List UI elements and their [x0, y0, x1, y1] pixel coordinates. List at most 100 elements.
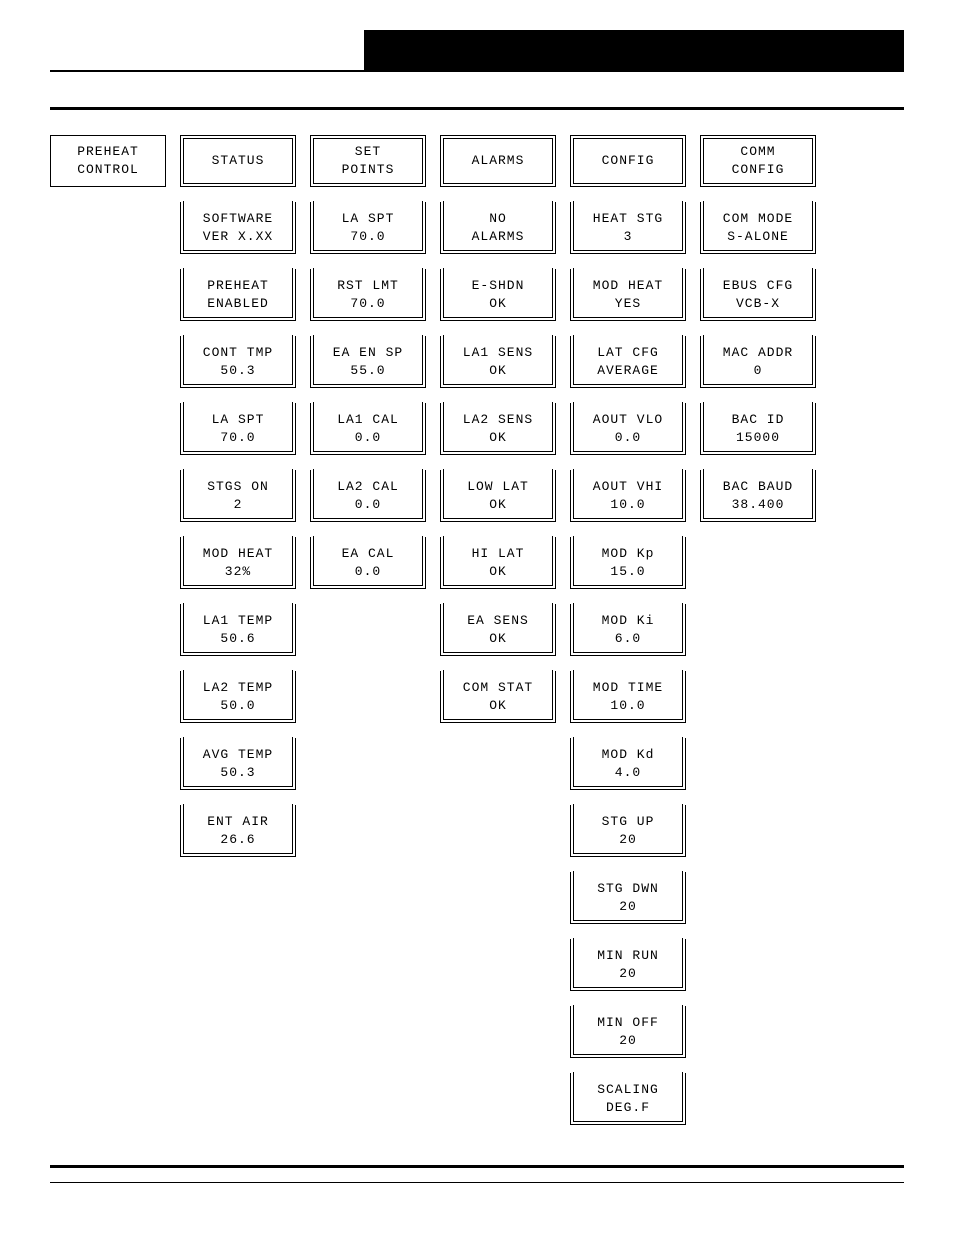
cell-config-1: HEAT STG3: [570, 202, 686, 254]
cell-config-6: MOD Kp15.0: [570, 537, 686, 589]
cell-line1: HEAT STG: [593, 210, 663, 228]
cell-line2: 3: [624, 228, 633, 246]
cell-line2: ENABLED: [207, 295, 269, 313]
cell-line2: 10.0: [610, 496, 645, 514]
cell-comm-5: BAC BAUD38.400: [700, 470, 816, 522]
top-bar-black: [364, 30, 904, 72]
cell-line2: 0.0: [355, 496, 381, 514]
cell-alarms-5: LOW LATOK: [440, 470, 556, 522]
cell-status-1: SOFTWAREVER X.XX: [180, 202, 296, 254]
cell-line1: MIN OFF: [597, 1014, 659, 1032]
cell-config-4: AOUT VLO0.0: [570, 403, 686, 455]
cell-config-2: MOD HEATYES: [570, 269, 686, 321]
menu-tree-grid: PREHEATCONTROL STATUSSOFTWAREVER X.XXPREH…: [50, 135, 904, 1140]
cell-line1: ALARMS: [472, 152, 525, 170]
cell-line1: SET: [355, 143, 381, 161]
cell-line2: 15000: [736, 429, 780, 447]
cell-line1: EA CAL: [342, 545, 395, 563]
cell-setpoints-5: LA2 CAL0.0: [310, 470, 426, 522]
cell-line2: 50.0: [220, 697, 255, 715]
cell-line1: MOD Kp: [602, 545, 655, 563]
cell-config-12: MIN RUN20: [570, 939, 686, 991]
cell-line1: EA SENS: [467, 612, 529, 630]
cell-line1: E-SHDN: [472, 277, 525, 295]
cell-status-5: STGS ON2: [180, 470, 296, 522]
cell-line1: MOD TIME: [593, 679, 663, 697]
cell-alarms-3: LA1 SENSOK: [440, 336, 556, 388]
cell-line1: SCALING: [597, 1081, 659, 1099]
cell-config-14: SCALINGDEG.F: [570, 1073, 686, 1125]
cell-line2: VER X.XX: [203, 228, 273, 246]
cell-line1: BAC BAUD: [723, 478, 793, 496]
cell-line2: 0.0: [355, 429, 381, 447]
cell-line2: 38.400: [732, 496, 785, 514]
cell-alarms-1: NOALARMS: [440, 202, 556, 254]
cell-line2: 15.0: [610, 563, 645, 581]
cell-line2: 50.6: [220, 630, 255, 648]
top-bar: [50, 30, 904, 72]
cell-line1: HI LAT: [472, 545, 525, 563]
cell-line1: AVG TEMP: [203, 746, 273, 764]
cell-line2: 32%: [225, 563, 251, 581]
cell-status-10: ENT AIR26.6: [180, 805, 296, 857]
cell-alarms-2: E-SHDNOK: [440, 269, 556, 321]
cell-alarms-8: COM STATOK: [440, 671, 556, 723]
cell-line1: LA2 CAL: [337, 478, 399, 496]
cell-status-3: CONT TMP50.3: [180, 336, 296, 388]
cell-line2: CONFIG: [732, 161, 785, 179]
column-setpoints: SETPOINTS LA SPT70.0 RST LMT70.0 EA EN SP55…: [310, 135, 440, 1140]
cell-status-9: AVG TEMP50.3: [180, 738, 296, 790]
cell-line1: MOD HEAT: [203, 545, 273, 563]
cell-line1: COM MODE: [723, 210, 793, 228]
cell-line1: EBUS CFG: [723, 277, 793, 295]
cell-comm-2: EBUS CFGVCB-X: [700, 269, 816, 321]
cell-line2: S-ALONE: [727, 228, 789, 246]
cell-line2: 0.0: [615, 429, 641, 447]
cell-setpoints-0: SETPOINTS: [310, 135, 426, 187]
cell-line2: 10.0: [610, 697, 645, 715]
cell-line1: SOFTWARE: [203, 210, 273, 228]
cell-line2: 0.0: [355, 563, 381, 581]
cell-status-6: MOD HEAT32%: [180, 537, 296, 589]
cell-line2: 70.0: [350, 295, 385, 313]
cell-line2: 2: [234, 496, 243, 514]
page: PREHEATCONTROL STATUSSOFTWAREVER X.XXPREH…: [0, 0, 954, 1235]
cell-alarms-0: ALARMS: [440, 135, 556, 187]
cell-line2: OK: [489, 697, 507, 715]
cell-line1: CONFIG: [602, 152, 655, 170]
section-divider-bottom: [50, 1165, 904, 1168]
cell-line1: LA1 CAL: [337, 411, 399, 429]
cell-status-8: LA2 TEMP50.0: [180, 671, 296, 723]
section-divider-top: [50, 107, 904, 110]
cell-line2: 20: [619, 898, 637, 916]
cell-setpoints-6: EA CAL0.0: [310, 537, 426, 589]
cell-comm-0: COMMCONFIG: [700, 135, 816, 187]
cell-alarms-7: EA SENSOK: [440, 604, 556, 656]
cell-line1: LA SPT: [212, 411, 265, 429]
cell-line1: NO: [489, 210, 507, 228]
cell-line1: AOUT VLO: [593, 411, 663, 429]
cell-line2: OK: [489, 362, 507, 380]
column-status: STATUSSOFTWAREVER X.XXPREHEATENABLEDCONT…: [180, 135, 310, 1140]
cell-line2: 50.3: [220, 362, 255, 380]
cell-setpoints-3: EA EN SP55.0: [310, 336, 426, 388]
cell-config-9: MOD Kd4.0: [570, 738, 686, 790]
cell-setpoints-2: RST LMT70.0: [310, 269, 426, 321]
cell-config-8: MOD TIME10.0: [570, 671, 686, 723]
cell-line2: ALARMS: [472, 228, 525, 246]
cell-line2: 26.6: [220, 831, 255, 849]
cell-line1: MAC ADDR: [723, 344, 793, 362]
cell-line1: MOD Kd: [602, 746, 655, 764]
cell-line1: AOUT VHI: [593, 478, 663, 496]
cell-line1: PREHEAT: [77, 143, 139, 161]
column-root: PREHEATCONTROL: [50, 135, 180, 1140]
cell-line1: LAT CFG: [597, 344, 659, 362]
cell-line1: ENT AIR: [207, 813, 269, 831]
cell-line2: OK: [489, 429, 507, 447]
cell-setpoints-1: LA SPT70.0: [310, 202, 426, 254]
cell-line1: MOD HEAT: [593, 277, 663, 295]
cell-line1: RST LMT: [337, 277, 399, 295]
cell-root-0: PREHEATCONTROL: [50, 135, 166, 187]
cell-status-4: LA SPT70.0: [180, 403, 296, 455]
cell-line2: 0: [754, 362, 763, 380]
